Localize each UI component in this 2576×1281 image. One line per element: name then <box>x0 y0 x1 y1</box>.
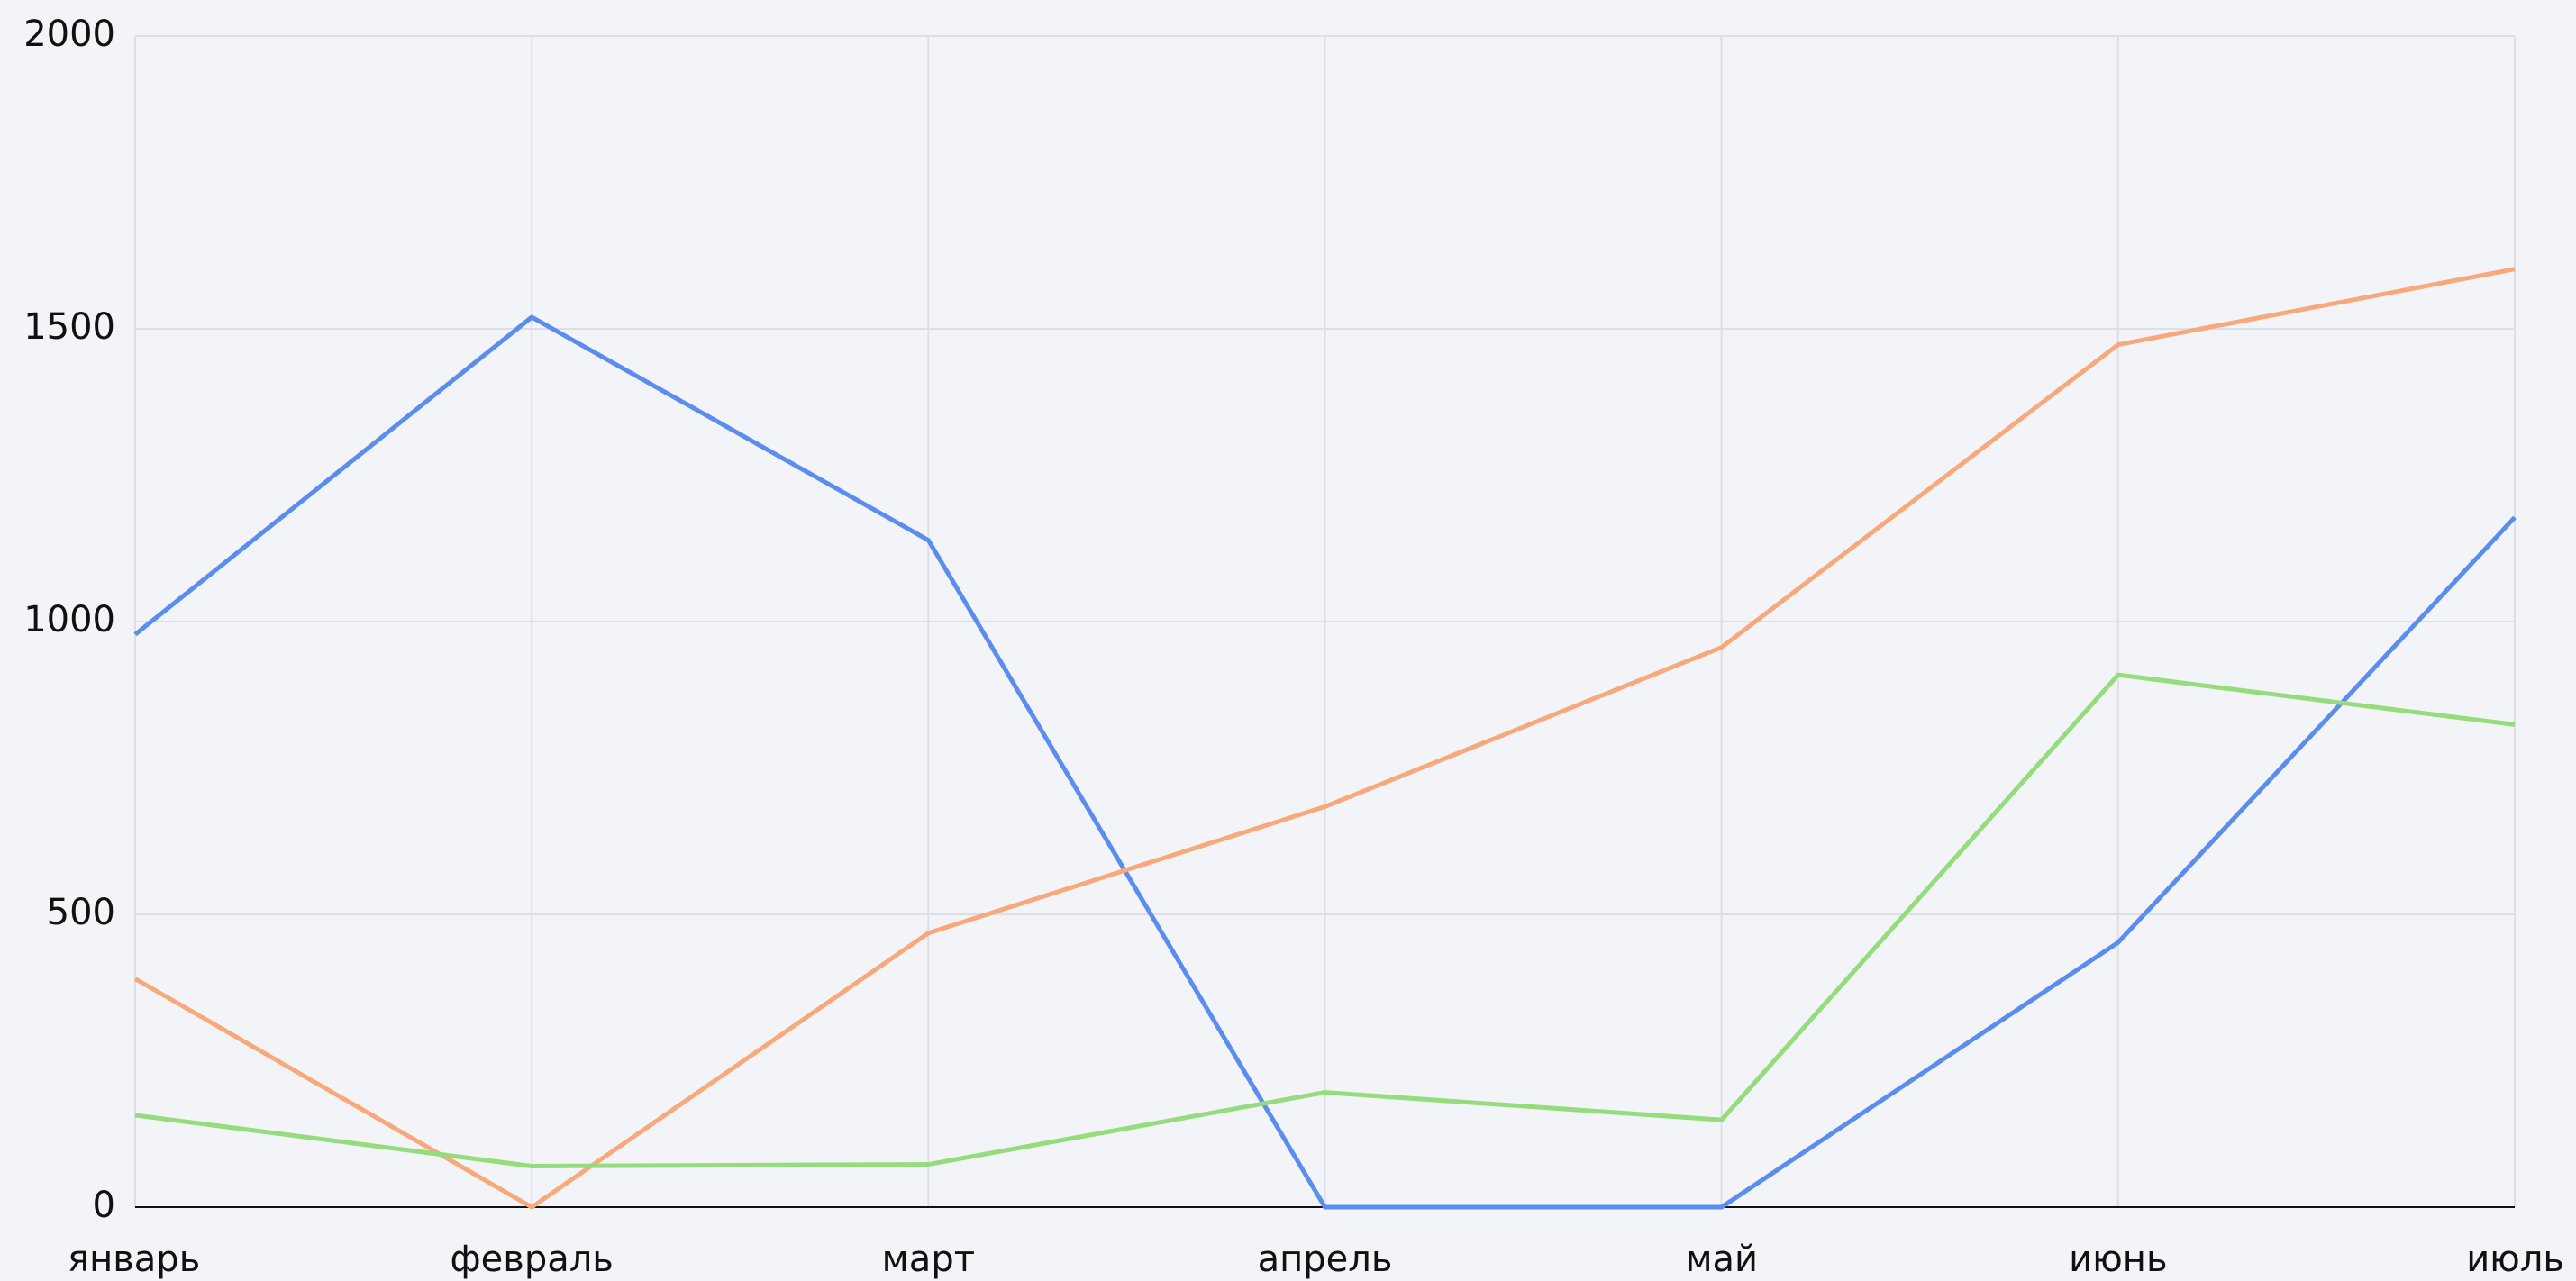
x-tick-label: март <box>882 1239 975 1280</box>
x-tick-label: май <box>1685 1239 1758 1280</box>
x-tick-label: февраль <box>450 1239 613 1280</box>
series-line <box>133 314 2517 1210</box>
y-tick-label: 500 <box>47 892 115 933</box>
y-tick-label: 1000 <box>23 599 115 640</box>
y-tick-label: 0 <box>93 1185 115 1226</box>
series-line <box>134 672 2516 1168</box>
series-line <box>133 267 2516 1210</box>
x-tick-label: июль <box>2466 1239 2564 1280</box>
x-tick-label: июнь <box>2069 1239 2167 1280</box>
x-tick-label: апрель <box>1258 1239 1393 1280</box>
y-tick-label: 2000 <box>23 14 115 55</box>
y-tick-label: 1500 <box>23 306 115 348</box>
x-tick-label: январь <box>68 1239 200 1280</box>
